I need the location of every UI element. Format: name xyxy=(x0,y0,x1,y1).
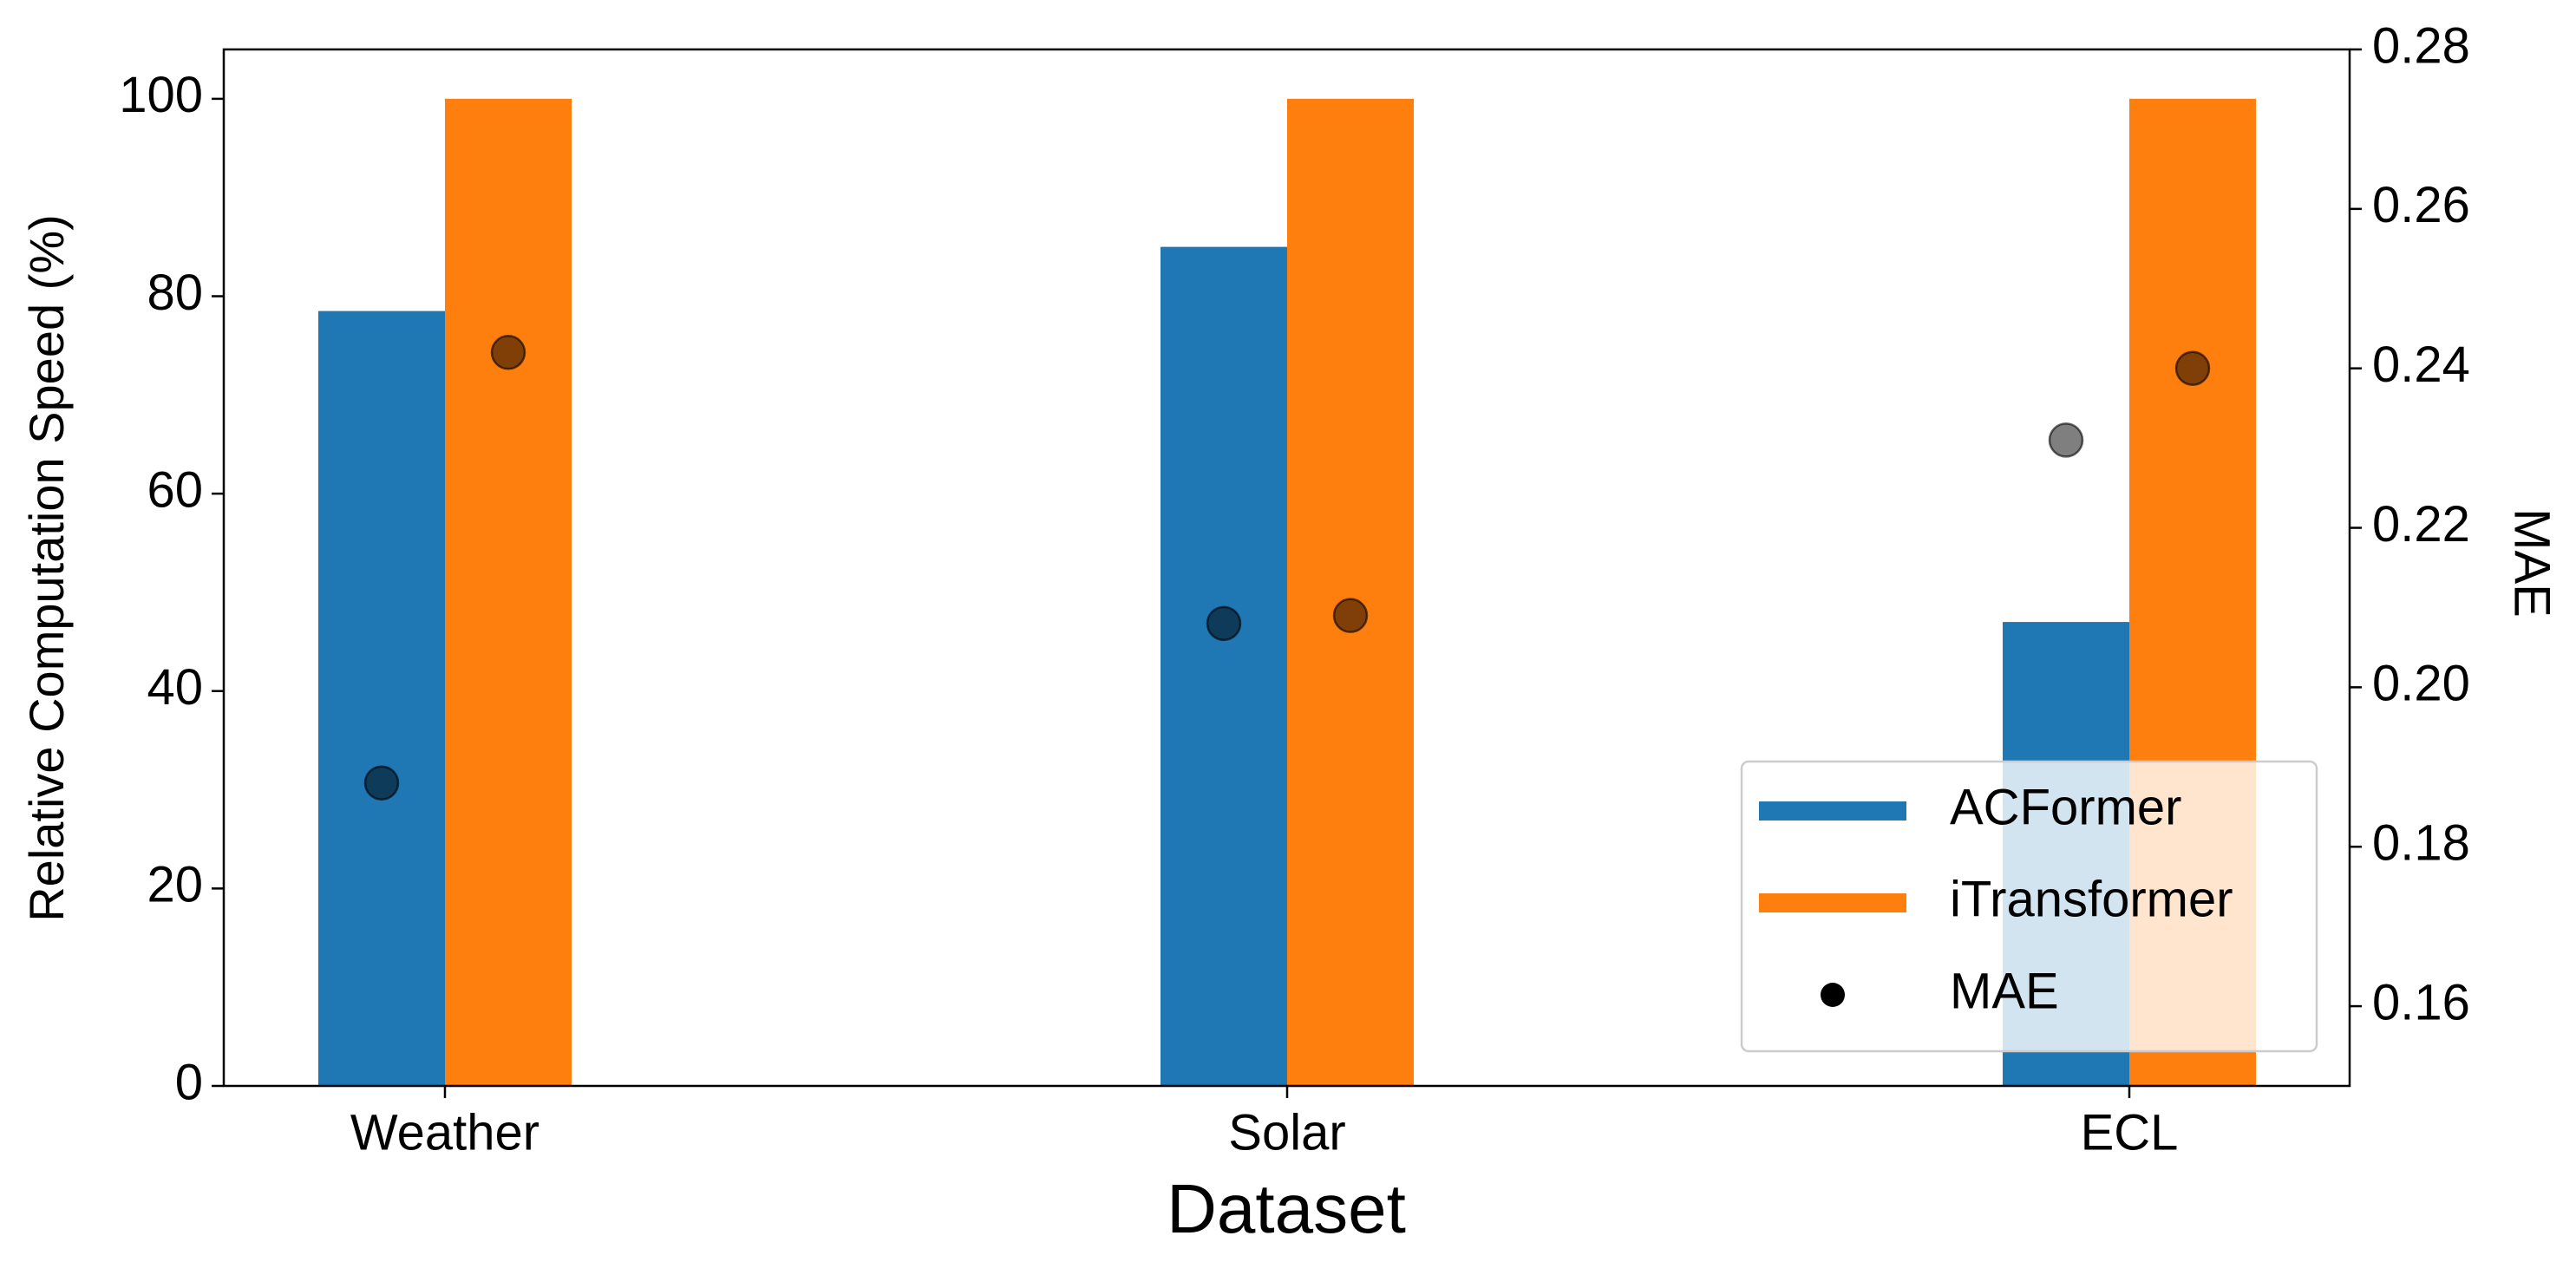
mae-point xyxy=(1332,598,1369,633)
y-tick-label: 40 xyxy=(147,659,203,716)
mae-point xyxy=(2174,350,2211,386)
x-tick-label: ECL xyxy=(2081,1104,2179,1161)
legend-label: MAE xyxy=(1950,963,2059,1019)
y-tick-label: 60 xyxy=(147,461,203,518)
x-tick-label: Solar xyxy=(1228,1104,1345,1161)
y-tick-label: 100 xyxy=(119,67,203,123)
legend-label: ACFormer xyxy=(1950,779,2181,835)
y-tick-label: 0 xyxy=(175,1054,203,1110)
y2-tick-label: 0.16 xyxy=(2372,974,2470,1030)
y2-tick-label: 0.28 xyxy=(2372,17,2470,74)
plot-frame xyxy=(222,48,2351,1088)
y-axis-label: Relative Computation Speed (%) xyxy=(19,214,74,922)
legend-label: iTransformer xyxy=(1950,871,2233,927)
y2-tick-label: 0.26 xyxy=(2372,177,2470,233)
mae-point xyxy=(2048,422,2084,458)
y-tick-label: 80 xyxy=(147,265,203,321)
mae-point xyxy=(1206,605,1242,642)
x-axis-label: Dataset xyxy=(1167,1170,1406,1247)
bar xyxy=(445,98,572,1086)
mae-point xyxy=(363,765,400,801)
legend-swatch xyxy=(1759,801,1906,821)
legend-marker xyxy=(1821,983,1845,1007)
bar xyxy=(1287,98,1414,1086)
bar xyxy=(1161,246,1287,1087)
legend-swatch xyxy=(1759,893,1906,912)
y2-tick-label: 0.20 xyxy=(2372,656,2470,712)
bar xyxy=(318,311,445,1087)
y2-axis-label: MAE xyxy=(2504,508,2560,618)
y2-tick-label: 0.22 xyxy=(2372,496,2470,552)
mae-point xyxy=(490,335,526,370)
x-tick-label: Weather xyxy=(350,1104,539,1161)
y-tick-label: 20 xyxy=(147,857,203,913)
legend-box xyxy=(1740,760,2318,1053)
y2-tick-label: 0.18 xyxy=(2372,815,2470,872)
y2-tick-label: 0.24 xyxy=(2372,337,2470,393)
